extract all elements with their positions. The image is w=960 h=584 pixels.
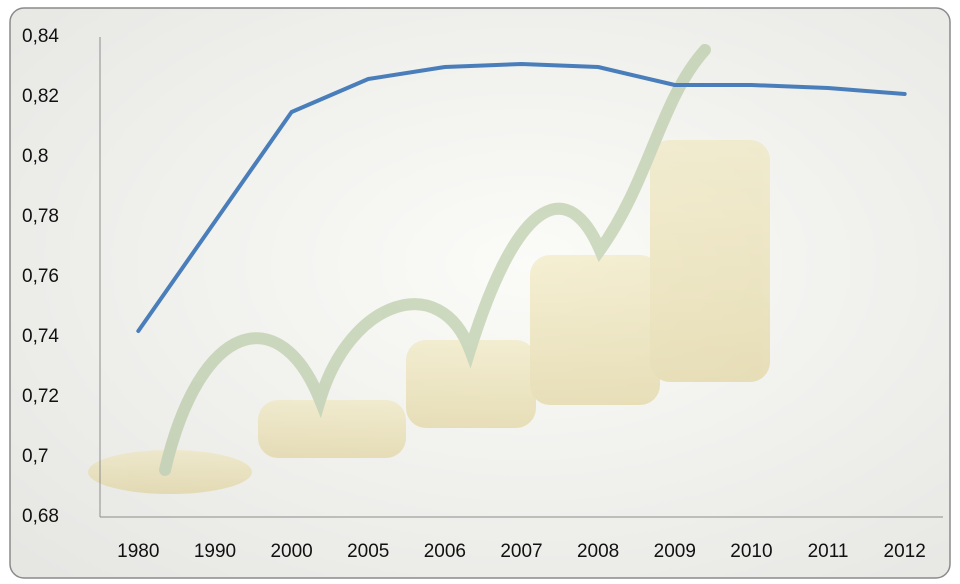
x-tick-label: 2011 bbox=[808, 541, 849, 562]
x-tick-label: 2007 bbox=[500, 541, 542, 562]
y-tick-label: 0,84 bbox=[22, 26, 59, 47]
x-tick-label: 2005 bbox=[347, 541, 389, 562]
y-tick-label: 0,7 bbox=[22, 446, 48, 467]
y-tick-label: 0,68 bbox=[22, 506, 59, 527]
x-tick-label: 1990 bbox=[194, 541, 236, 562]
x-tick-label: 2008 bbox=[577, 541, 619, 562]
x-tick-label: 1980 bbox=[117, 541, 159, 562]
y-tick-label: 0,72 bbox=[22, 386, 59, 407]
y-tick-label: 0,8 bbox=[22, 146, 48, 167]
data-line bbox=[136, 62, 907, 333]
x-tick-label: 2006 bbox=[424, 541, 466, 562]
x-tick-label: 2012 bbox=[884, 541, 926, 562]
x-tick-label: 2000 bbox=[270, 541, 312, 562]
y-tick-label: 0,78 bbox=[22, 206, 59, 227]
y-tick-label: 0,74 bbox=[22, 326, 59, 347]
background-illustration bbox=[88, 44, 770, 494]
y-tick-label: 0,82 bbox=[22, 86, 59, 107]
x-tick-label: 2009 bbox=[654, 541, 696, 562]
x-tick-label: 2010 bbox=[730, 541, 772, 562]
y-tick-label: 0,76 bbox=[22, 266, 59, 287]
